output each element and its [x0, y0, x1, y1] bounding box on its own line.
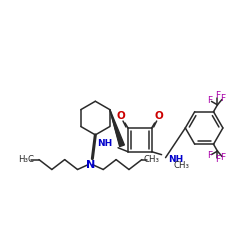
- Text: O: O: [154, 111, 163, 121]
- Text: F: F: [207, 151, 212, 160]
- Text: F: F: [220, 154, 226, 162]
- Text: CH₃: CH₃: [174, 161, 190, 170]
- Text: F: F: [220, 94, 226, 102]
- Text: N: N: [86, 160, 95, 170]
- Text: F: F: [207, 96, 212, 105]
- Text: NH: NH: [97, 139, 112, 148]
- Text: F: F: [215, 156, 220, 164]
- Polygon shape: [110, 110, 124, 146]
- Text: H₃C: H₃C: [18, 155, 34, 164]
- Text: NH: NH: [168, 155, 184, 164]
- Text: F: F: [215, 92, 220, 100]
- Text: O: O: [117, 111, 126, 121]
- Text: CH₃: CH₃: [144, 155, 160, 164]
